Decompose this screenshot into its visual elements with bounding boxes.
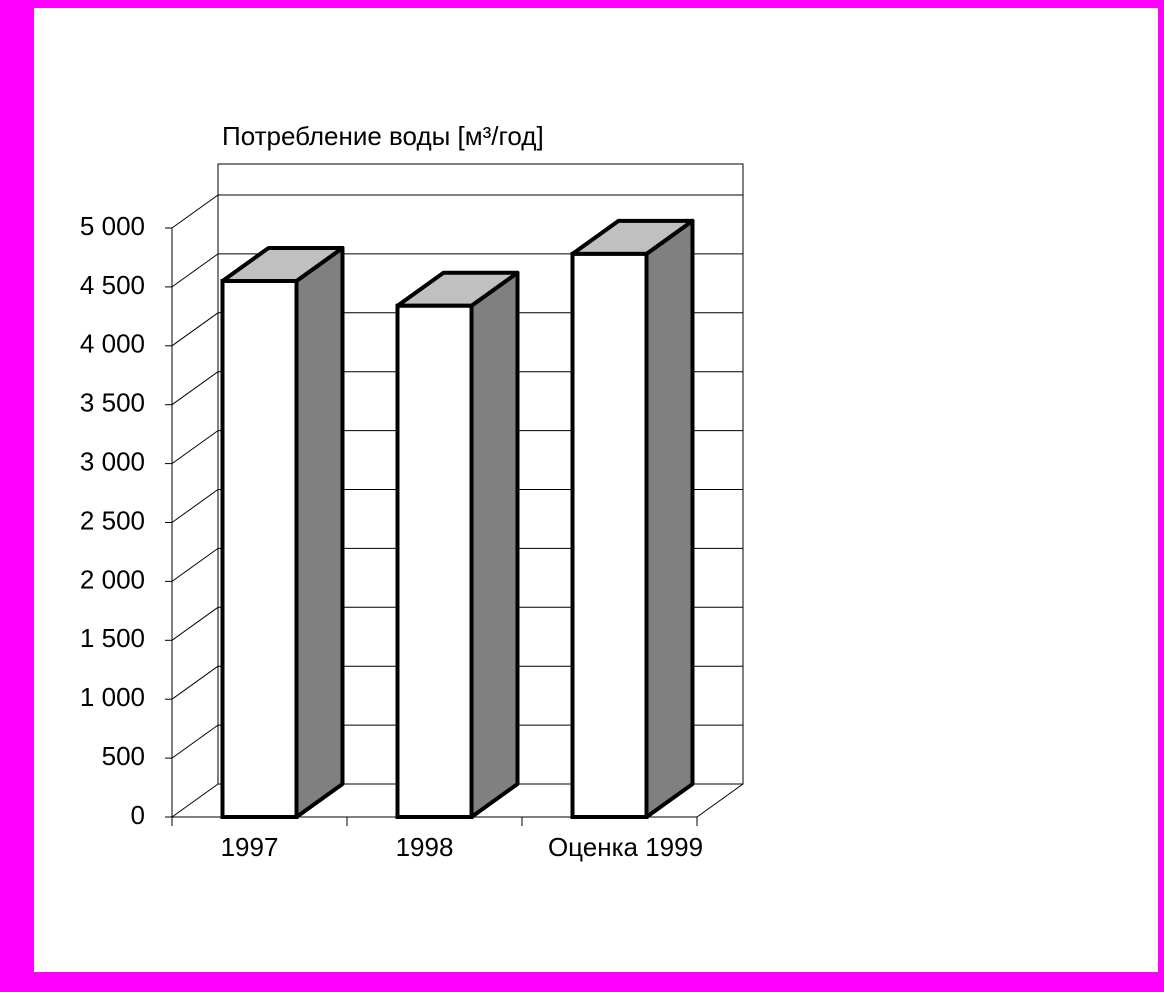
bar <box>395 270 520 819</box>
y-tick-label: 5 000 <box>80 211 145 241</box>
bar <box>220 246 345 819</box>
y-tick-label: 1 000 <box>80 682 145 712</box>
bar-front <box>395 303 474 819</box>
grid-line <box>171 489 219 523</box>
y-tick-label: 2 500 <box>80 505 145 535</box>
bar-front <box>570 251 649 819</box>
y-tick-label: 4 500 <box>80 270 145 300</box>
bar <box>570 218 695 819</box>
floor-right <box>696 783 744 818</box>
grid-line <box>171 430 219 465</box>
grid-line <box>171 724 219 759</box>
bar-side <box>469 270 520 819</box>
grid-line <box>171 606 219 641</box>
chart-title: Потребление воды [м³/год] <box>222 121 544 151</box>
y-tick-label: 3 500 <box>80 388 145 418</box>
grid-line <box>171 312 219 347</box>
x-tick-label: 1998 <box>396 832 454 862</box>
y-tick-label: 500 <box>102 741 145 771</box>
bar-side <box>294 246 345 819</box>
y-tick-label: 4 000 <box>80 329 145 359</box>
grid-line <box>171 547 219 582</box>
y-tick-label: 0 <box>131 800 145 830</box>
bar-front <box>220 279 299 819</box>
grid-line <box>171 665 219 700</box>
grid-line <box>171 194 219 229</box>
grid-line <box>171 253 219 288</box>
grid-line <box>171 783 219 818</box>
grid-line <box>171 371 219 406</box>
x-tick-label: Оценка 1999 <box>548 832 703 862</box>
x-tick-label: 1997 <box>221 832 279 862</box>
y-tick-label: 1 500 <box>80 623 145 653</box>
y-tick-label: 3 000 <box>80 446 145 476</box>
y-tick-label: 2 000 <box>80 564 145 594</box>
bar-side <box>644 218 695 819</box>
